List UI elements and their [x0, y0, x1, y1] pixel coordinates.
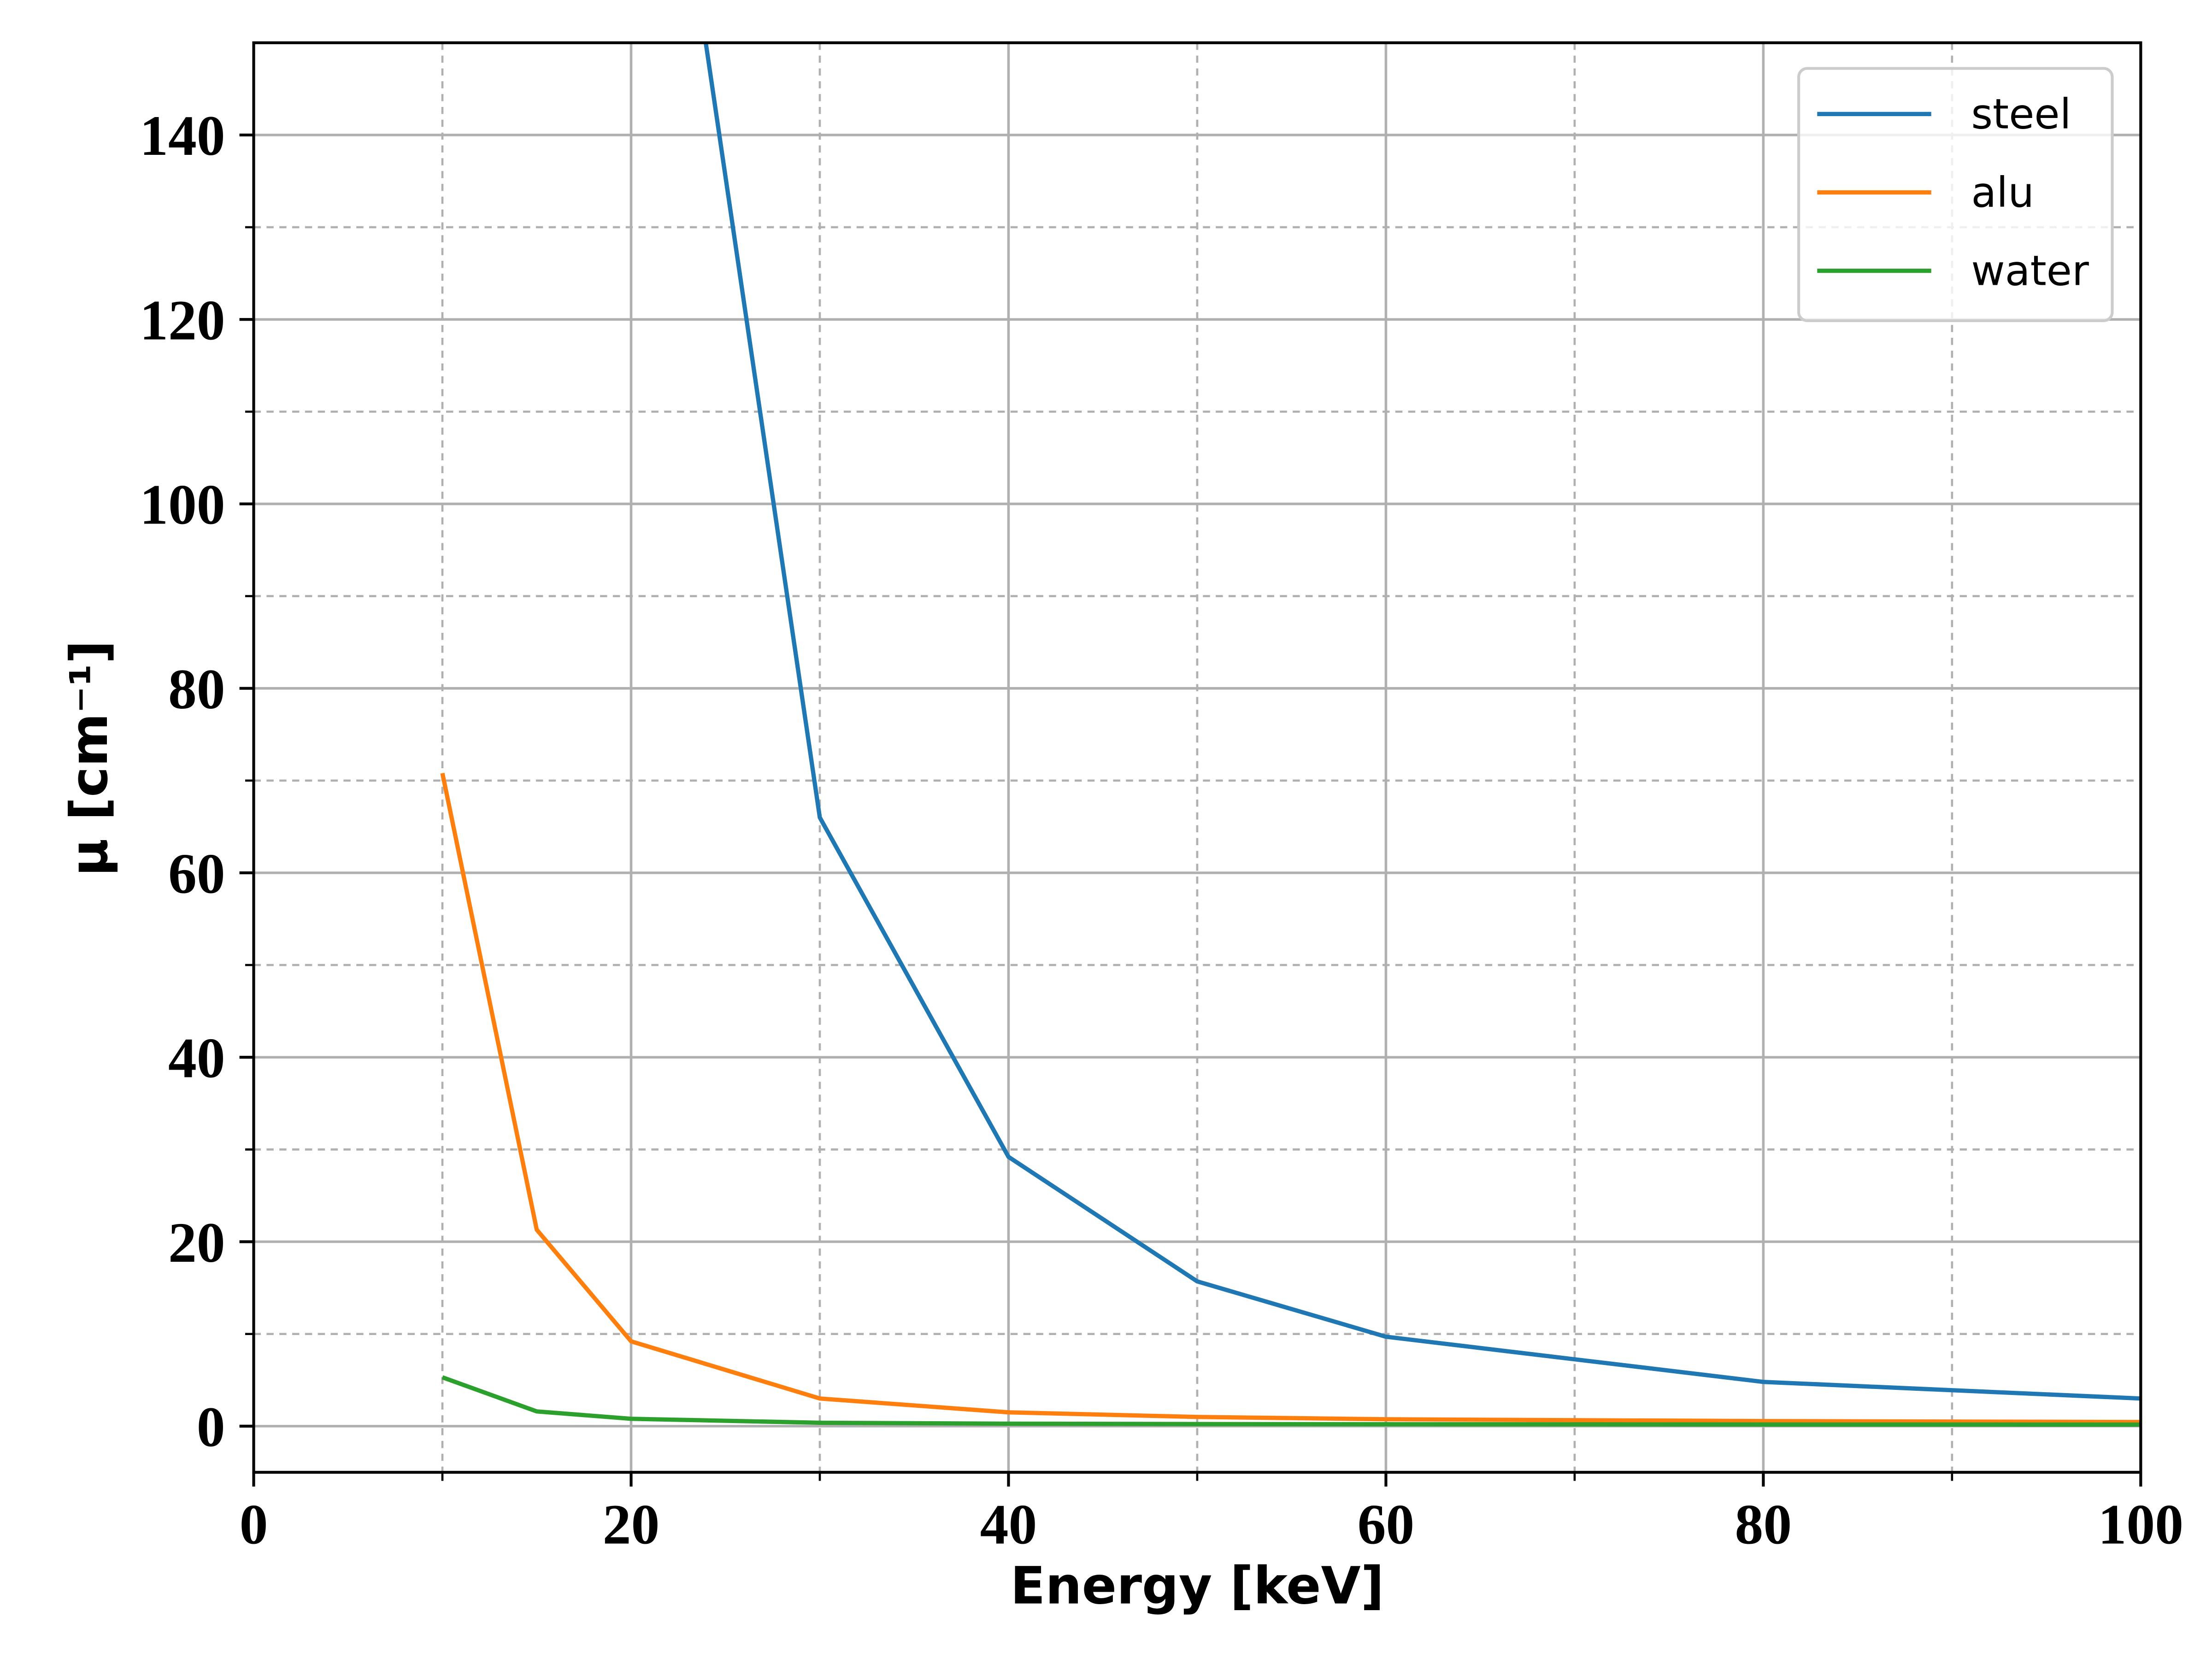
y-tick-label: 40 [168, 1027, 225, 1090]
x-tick-label: 40 [980, 1493, 1037, 1556]
legend-label: alu [1971, 169, 2034, 217]
y-tick-label: 100 [140, 473, 225, 536]
legend-label: steel [1971, 90, 2071, 138]
x-tick-label: 60 [1358, 1493, 1415, 1556]
series-line [440, 772, 2141, 1424]
y-tick-label: 20 [168, 1211, 225, 1274]
x-tick-label: 20 [603, 1493, 660, 1556]
y-tick-label: 0 [197, 1395, 225, 1459]
y-tick-label: 80 [168, 658, 225, 721]
y-tick-label: 60 [168, 842, 225, 905]
y-tick-label: 120 [140, 288, 225, 352]
plot-frame [252, 41, 2142, 1474]
series-line [441, 1375, 2141, 1427]
legend-label: water [1971, 247, 2089, 295]
x-tick-label: 100 [2098, 1493, 2184, 1556]
x-tick-label: 0 [240, 1493, 268, 1556]
y-tick-label: 140 [140, 104, 225, 167]
plot-area [440, 42, 2141, 1427]
legend-box [1797, 67, 2114, 322]
x-axis-label: Energy [keV] [1010, 1556, 1384, 1616]
y-axis-label: μ [cm⁻¹] [60, 640, 119, 876]
x-tick-label: 80 [1735, 1493, 1792, 1556]
series-line [703, 42, 2141, 1401]
